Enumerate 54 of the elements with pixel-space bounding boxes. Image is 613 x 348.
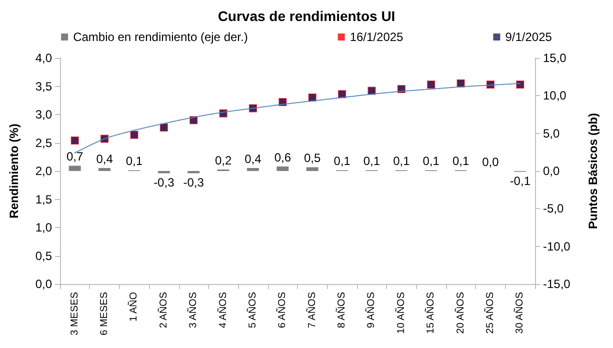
y2-tick-label: -15,0 bbox=[543, 277, 571, 291]
y2-tick-label: -10,0 bbox=[543, 239, 571, 254]
data-label: -0,3 bbox=[183, 175, 204, 190]
x-tick-label: 3 AÑOS bbox=[187, 292, 200, 328]
y-tick-label: 3,0 bbox=[35, 108, 52, 122]
data-label: -0,3 bbox=[154, 175, 175, 190]
y-axis-title: Rendimiento (%) bbox=[7, 124, 21, 218]
y-tick-label: 2,5 bbox=[35, 136, 52, 150]
x-tick-label: 1 AÑO bbox=[128, 292, 140, 322]
data-label: 0,1 bbox=[334, 154, 351, 168]
x-tick-label: 9 AÑOS bbox=[365, 292, 378, 328]
data-label: 0,5 bbox=[304, 151, 322, 166]
y-tick-label: 2,0 bbox=[35, 164, 52, 178]
x-tick-label: 8 AÑOS bbox=[336, 292, 348, 328]
data-label: 0,1 bbox=[452, 154, 470, 168]
x-tick-label: 20 AÑOS bbox=[454, 292, 466, 334]
x-tick-label: 25 AÑOS bbox=[484, 292, 496, 334]
y2-tick-label: 5,0 bbox=[543, 126, 560, 140]
x-tick-label: 6 MESES bbox=[99, 292, 110, 336]
y2-tick-label: 15,0 bbox=[543, 51, 567, 65]
data-label: 0,1 bbox=[422, 154, 440, 168]
data-label: 0,6 bbox=[274, 150, 292, 164]
y-tick-label: 0,0 bbox=[35, 277, 52, 291]
y2-tick-label: 10,0 bbox=[543, 88, 567, 103]
x-tick-label: 3 MESES bbox=[69, 292, 80, 336]
y-tick-label: 0,5 bbox=[35, 248, 52, 263]
legend-label: Cambio en rendimiento (eje der.) bbox=[73, 30, 248, 44]
legend-label: 16/1/2025 bbox=[350, 30, 404, 44]
data-label: 0,7 bbox=[66, 150, 84, 164]
x-tick-label: 4 AÑOS bbox=[216, 292, 229, 328]
x-tick-label: 7 AÑOS bbox=[306, 292, 318, 328]
y2-axis-title: Puntos Básicos (pb) bbox=[586, 112, 600, 230]
legend-label: 9/1/2025 bbox=[505, 30, 552, 44]
data-label: 0,4 bbox=[96, 152, 114, 166]
y-tick-label: 4,0 bbox=[35, 51, 52, 65]
data-label: 0,1 bbox=[363, 154, 380, 168]
x-tick-label: 10 AÑOS bbox=[394, 292, 407, 334]
y-tick-label: 1,0 bbox=[35, 220, 52, 234]
data-label: 0,1 bbox=[126, 154, 143, 168]
y2-tick-label: 0,0 bbox=[543, 164, 560, 178]
x-tick-label: 5 AÑOS bbox=[246, 292, 258, 328]
data-label: 0,2 bbox=[214, 153, 232, 168]
x-tick-label: 30 AÑOS bbox=[514, 292, 526, 334]
chart-title: Curvas de rendimientos UI bbox=[218, 8, 396, 24]
x-tick-label: 15 AÑOS bbox=[424, 292, 437, 334]
data-label: 0,0 bbox=[482, 155, 500, 169]
y-tick-label: 3,5 bbox=[35, 79, 52, 94]
y-tick-label: 1,5 bbox=[35, 192, 52, 206]
y2-tick-label: -5,0 bbox=[543, 202, 564, 216]
data-label: 0,4 bbox=[244, 152, 262, 166]
data-label: 0,1 bbox=[393, 154, 410, 168]
data-label: -0,1 bbox=[510, 174, 531, 188]
x-tick-label: 6 AÑOS bbox=[276, 292, 288, 328]
x-tick-label: 2 AÑOS bbox=[157, 292, 170, 328]
